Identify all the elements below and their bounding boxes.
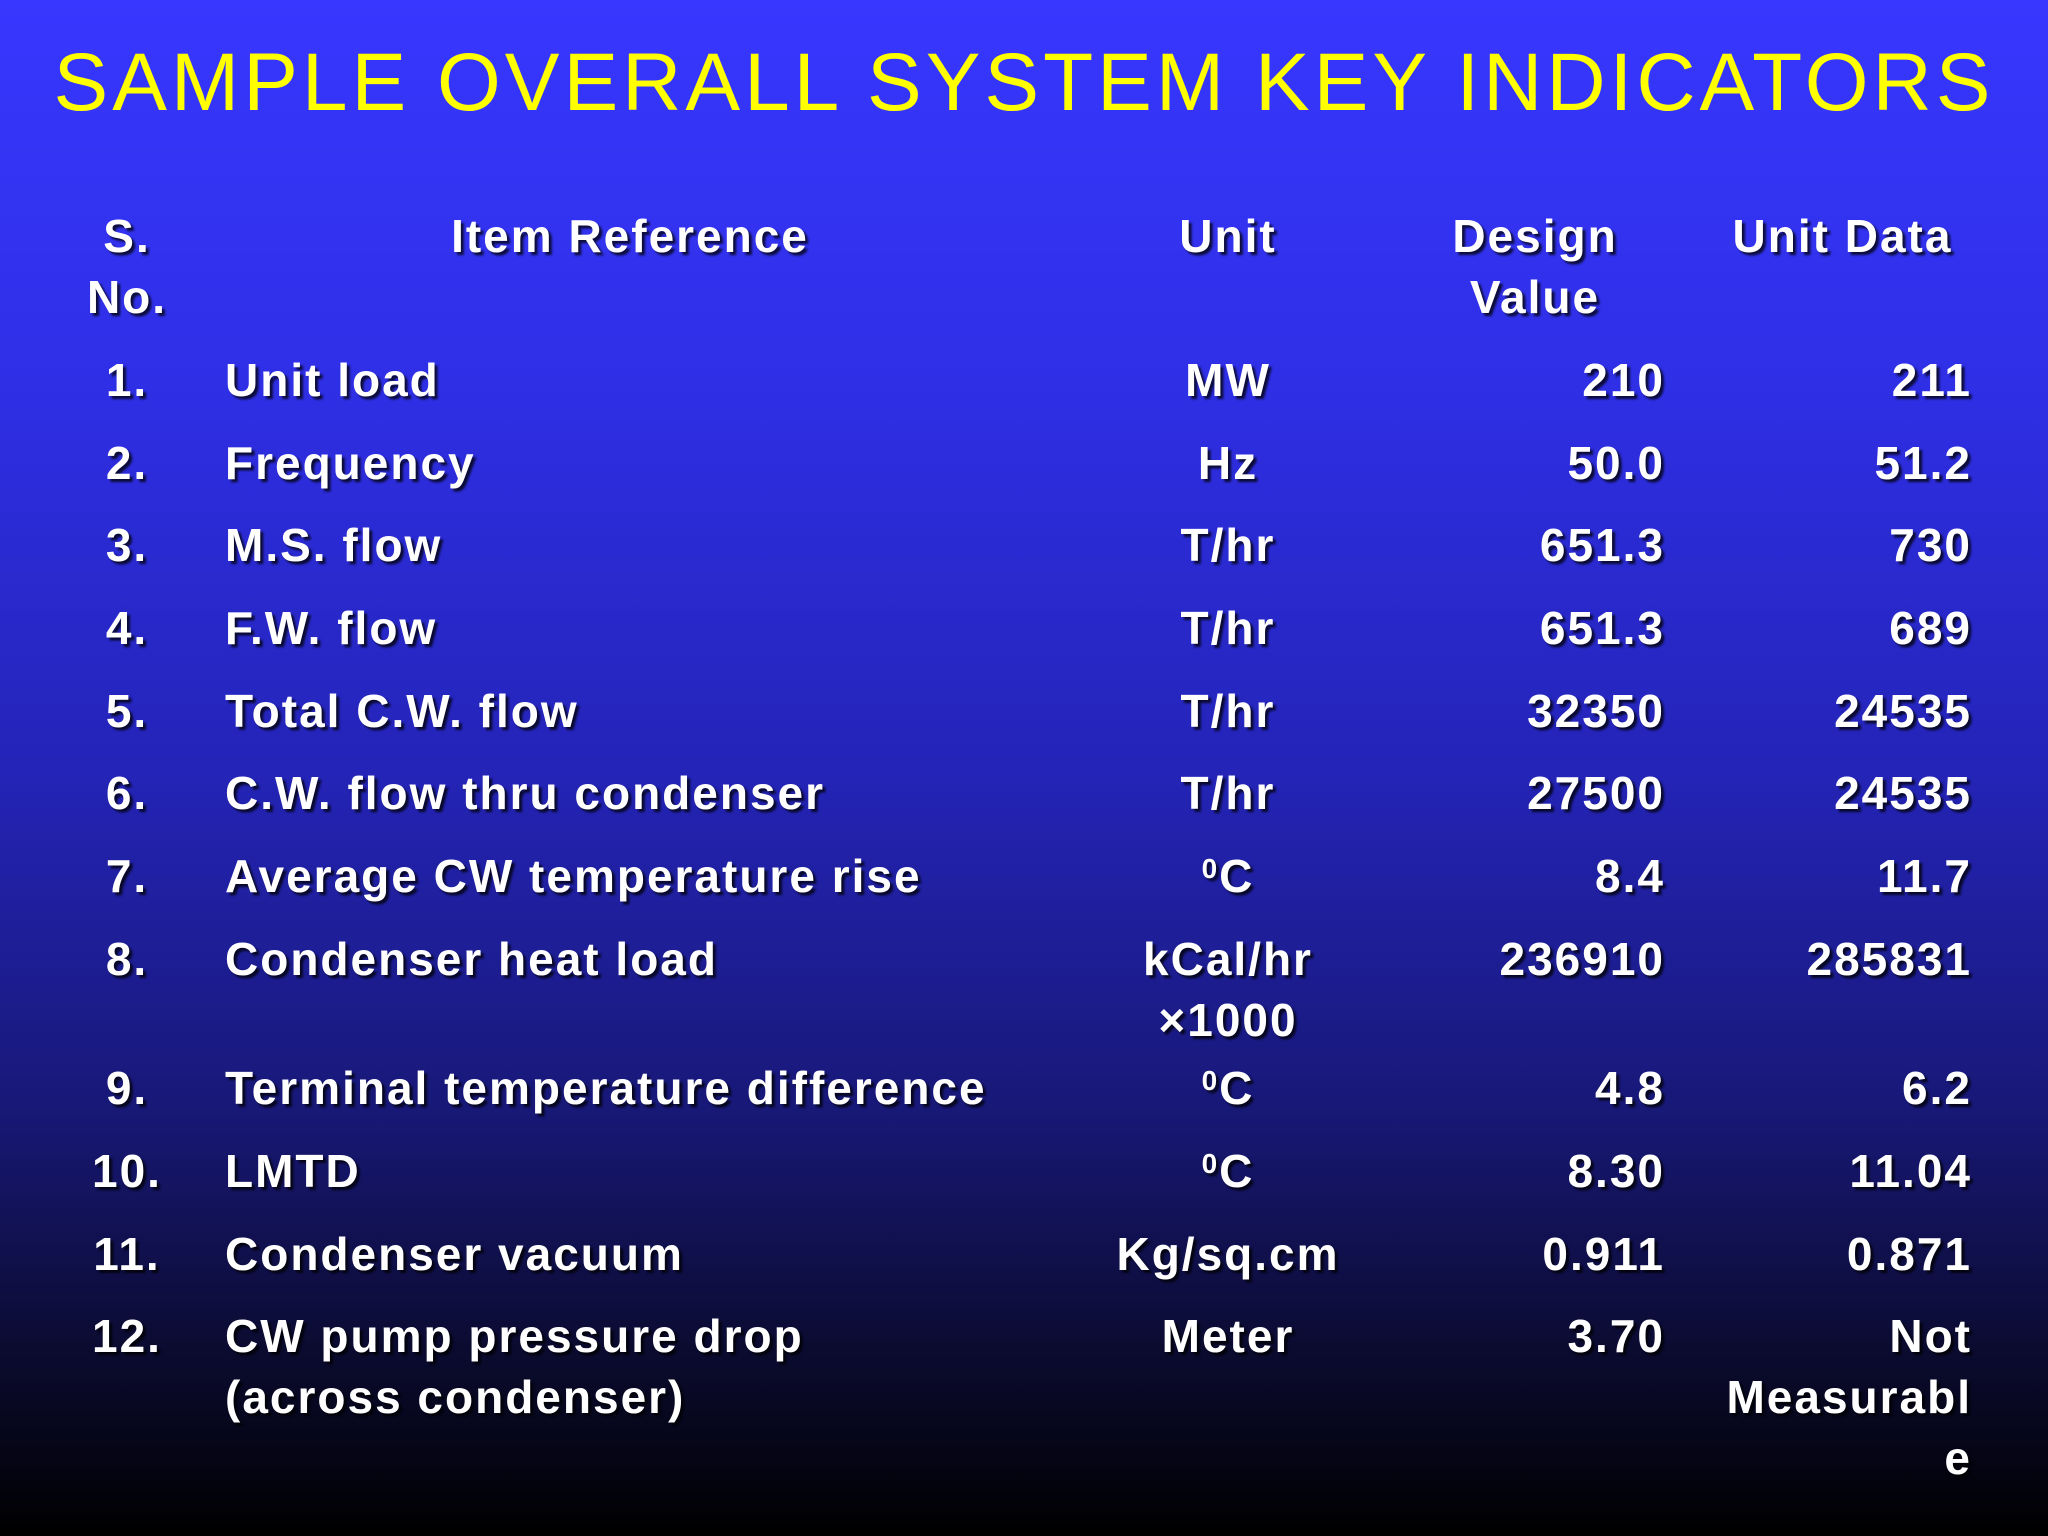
row-unit-data: 730 (1889, 519, 1972, 571)
row-unit: T/hr (1180, 767, 1276, 819)
unit-symbol: C (1219, 1145, 1255, 1197)
row-sno: 9. (105, 1062, 149, 1114)
row-design-value: 27500 (1527, 767, 1665, 819)
row-unit: T/hr (1180, 602, 1276, 654)
row-sno: 6. (105, 767, 149, 819)
row-item: F.W. flow (225, 602, 438, 654)
row-design-value: 651.3 (1539, 519, 1665, 571)
row-design-value: 8.30 (1567, 1145, 1665, 1197)
row-design-value: 32350 (1527, 685, 1665, 737)
row-item: LMTD (225, 1145, 361, 1197)
row-item: CW pump pressure drop (across condenser) (225, 1310, 804, 1423)
row-unit-data: 211 (1891, 354, 1972, 406)
degree-superscript: 0 (1201, 1148, 1220, 1179)
header-unit-data: Unit Data (1732, 210, 1953, 262)
header-item-reference: Item Reference (451, 210, 809, 262)
unit-symbol: C (1219, 850, 1255, 902)
row-sno: 2. (105, 437, 149, 489)
row-item: Total C.W. flow (225, 685, 579, 737)
row-unit: Hz (1197, 437, 1259, 489)
header-design-value: Design Value (1452, 210, 1618, 323)
row-sno: 1. (105, 354, 149, 406)
row-unit-data: Not Measurabl e (1726, 1310, 1972, 1484)
row-design-value: 0.911 (1542, 1228, 1665, 1280)
row-item: Average CW temperature rise (225, 850, 922, 902)
slide-title: SAMPLE OVERALL SYSTEM KEY INDICATORS (53, 37, 1995, 128)
header-sno: S. No. (86, 210, 168, 323)
row-unit: MW (1185, 354, 1271, 406)
row-item: Condenser heat load (225, 933, 718, 985)
row-design-value: 50.0 (1567, 437, 1665, 489)
row-unit-data: 0.871 (1846, 1228, 1972, 1280)
row-unit: T/hr (1180, 519, 1276, 571)
row-sno: 12. (92, 1310, 162, 1362)
row-unit-data: 11.7 (1877, 850, 1972, 902)
row-unit: 0C (1098, 846, 1358, 907)
row-unit-data: 689 (1889, 602, 1972, 654)
degree-superscript: 0 (1201, 1065, 1220, 1096)
row-unit: Kg/sq.cm (1116, 1228, 1340, 1280)
row-sno: 8. (105, 933, 149, 985)
row-sno: 3. (105, 519, 149, 571)
row-unit-data: 24535 (1834, 685, 1972, 737)
row-design-value: 210 (1582, 354, 1665, 406)
row-design-value: 236910 (1499, 933, 1665, 985)
row-unit: kCal/hr ×1000 (1143, 933, 1313, 1046)
row-unit-data: 11.04 (1849, 1145, 1972, 1197)
row-sno: 10. (92, 1145, 162, 1197)
row-sno: 11. (93, 1228, 161, 1280)
row-design-value: 651.3 (1539, 602, 1665, 654)
row-design-value: 4.8 (1595, 1062, 1665, 1114)
row-unit-data: 285831 (1806, 933, 1972, 985)
row-design-value: 8.4 (1595, 850, 1665, 902)
row-sno: 4. (105, 602, 149, 654)
degree-superscript: 0 (1201, 853, 1220, 884)
row-item: Frequency (225, 437, 476, 489)
row-unit: Meter (1161, 1310, 1295, 1362)
header-unit: Unit (1179, 210, 1277, 262)
row-unit-data: 24535 (1834, 767, 1972, 819)
row-unit: 0C (1098, 1058, 1358, 1119)
row-sno: 5. (105, 685, 149, 737)
row-item: Unit load (225, 354, 440, 406)
row-item: M.S. flow (225, 519, 443, 571)
row-item: Condenser vacuum (225, 1228, 684, 1280)
row-unit: 0C (1098, 1141, 1358, 1202)
row-item: Terminal temperature difference (225, 1062, 987, 1114)
row-sno: 7. (105, 850, 149, 902)
row-unit: T/hr (1180, 685, 1276, 737)
row-unit-data: 6.2 (1902, 1062, 1972, 1114)
row-item: C.W. flow thru condenser (225, 767, 826, 819)
row-unit-data: 51.2 (1874, 437, 1972, 489)
unit-symbol: C (1219, 1062, 1255, 1114)
row-design-value: 3.70 (1567, 1310, 1665, 1362)
